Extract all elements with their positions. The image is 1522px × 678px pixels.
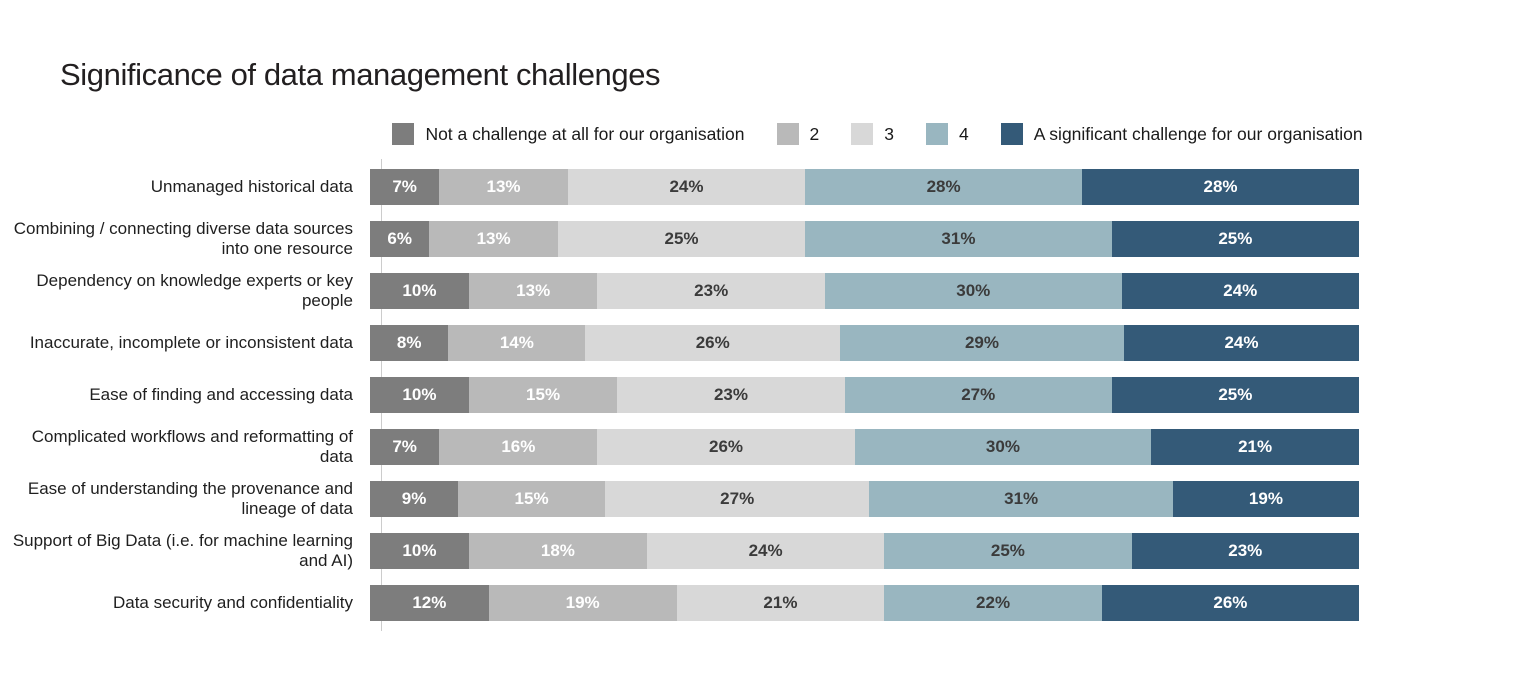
bar-segment: 18% <box>468 533 647 569</box>
row-label: Inaccurate, incomplete or inconsistent d… <box>29 332 353 352</box>
chart-row: Data security and confidentiality 12% 19% 2… <box>0 585 1372 621</box>
legend-item: 2 <box>776 123 820 145</box>
bar-segment: 23% <box>597 273 825 309</box>
chart-rows: Unmanaged historical data 7% 13% 24% 28% 28% C… <box>0 169 1372 637</box>
bar-segment: 25% <box>1111 221 1359 257</box>
legend-label: A significant challenge for our organisa… <box>1033 123 1363 144</box>
bar-segment: 26% <box>597 429 855 465</box>
bar-segment: 13% <box>468 273 598 309</box>
chart-legend: Not a challenge at all for our organisat… <box>383 123 1372 145</box>
bar-segment: 12% <box>370 585 489 621</box>
chart-row: Unmanaged historical data 7% 13% 24% 28% 28% <box>0 169 1372 205</box>
bar-track: 10% 13% 23% 30% 24% <box>370 273 1359 309</box>
bar-segment: 31% <box>805 221 1112 257</box>
row-label: Complicated workflows and reformatting o… <box>31 426 353 466</box>
chart-row: Support of Big Data (i.e. for machine le… <box>0 530 1372 570</box>
bar-track: 10% 18% 24% 25% 23% <box>370 533 1359 569</box>
row-label: Ease of understanding the provenance and… <box>27 478 353 518</box>
legend-swatch <box>851 123 874 145</box>
bar-track: 8% 14% 26% 29% 24% <box>370 325 1359 361</box>
bar-segment: 13% <box>439 169 568 205</box>
bar-segment: 28% <box>805 169 1083 205</box>
row-label: Unmanaged historical data <box>150 176 353 196</box>
bar-segment: 26% <box>1101 585 1359 621</box>
bar-segment: 27% <box>844 377 1112 413</box>
bar-segment: 9% <box>370 481 459 517</box>
legend-item: Not a challenge at all for our organisat… <box>392 123 745 145</box>
bar-segment: 16% <box>439 429 598 465</box>
bar-segment: 28% <box>1082 169 1359 205</box>
bar-segment: 24% <box>567 169 806 205</box>
chart-row: Dependency on knowledge experts or key p… <box>0 270 1372 310</box>
bar-track: 12% 19% 21% 22% 26% <box>370 585 1359 621</box>
legend-label: 2 <box>809 123 820 144</box>
chart-title: Significance of data management challeng… <box>60 57 661 92</box>
bar-segment: 23% <box>1131 533 1359 569</box>
row-label: Support of Big Data (i.e. for machine le… <box>12 530 353 570</box>
bar-segment: 10% <box>370 533 469 569</box>
bar-segment: 22% <box>884 585 1102 621</box>
bar-track: 7% 13% 24% 28% 28% <box>370 169 1359 205</box>
bar-segment: 24% <box>646 533 885 569</box>
row-label: Combining / connecting diverse data sour… <box>13 218 353 258</box>
bar-segment: 15% <box>468 377 618 413</box>
bar-track: 10% 15% 23% 27% 25% <box>370 377 1359 413</box>
bar-track: 6% 13% 25% 31% 25% <box>370 221 1359 257</box>
legend-label: 3 <box>884 123 894 144</box>
bar-segment: 25% <box>1111 377 1359 413</box>
bar-track: 7% 16% 26% 30% 21% <box>370 429 1359 465</box>
bar-segment: 10% <box>370 273 469 309</box>
bar-segment: 10% <box>370 377 469 413</box>
bar-segment: 30% <box>854 429 1152 465</box>
chart-row: Inaccurate, incomplete or inconsistent d… <box>0 325 1372 361</box>
legend-swatch <box>1000 123 1023 145</box>
legend-label: 4 <box>959 123 969 144</box>
legend-item: A significant challenge for our organisa… <box>1000 123 1363 145</box>
legend-item: 3 <box>851 123 894 145</box>
bar-segment: 19% <box>488 585 677 621</box>
bar-segment: 26% <box>585 325 840 361</box>
bar-segment: 6% <box>370 221 430 257</box>
bar-segment: 15% <box>458 481 605 517</box>
row-label: Data security and confidentiality <box>112 592 353 612</box>
legend-label: Not a challenge at all for our organisat… <box>425 123 745 144</box>
bar-segment: 19% <box>1172 481 1359 517</box>
bar-segment: 7% <box>370 169 440 205</box>
chart-row: Ease of finding and accessing data 10% 15%… <box>0 377 1372 413</box>
bar-segment: 14% <box>448 325 586 361</box>
bar-segment: 29% <box>840 325 1124 361</box>
legend-swatch <box>926 123 948 145</box>
legend-swatch <box>392 123 415 145</box>
bar-segment: 21% <box>1151 429 1359 465</box>
chart-row: Ease of understanding the provenance and… <box>0 478 1372 518</box>
bar-segment: 7% <box>370 429 440 465</box>
bar-segment: 31% <box>869 481 1173 517</box>
bar-segment: 25% <box>884 533 1132 569</box>
chart-row: Complicated workflows and reformatting o… <box>0 426 1372 466</box>
bar-segment: 24% <box>1123 325 1359 361</box>
bar-segment: 30% <box>824 273 1122 309</box>
legend-item: 4 <box>926 123 969 145</box>
legend-swatch <box>776 123 799 145</box>
bar-segment: 25% <box>557 221 806 257</box>
row-label: Ease of finding and accessing data <box>89 384 353 404</box>
row-label: Dependency on knowledge experts or key p… <box>36 270 353 310</box>
bar-segment: 8% <box>370 325 449 361</box>
bar-segment: 24% <box>1121 273 1359 309</box>
bar-segment: 21% <box>676 585 885 621</box>
bar-track: 9% 15% 27% 31% 19% <box>370 481 1359 517</box>
bar-segment: 13% <box>429 221 558 257</box>
bar-segment: 23% <box>617 377 845 413</box>
chart-row: Combining / connecting diverse data sour… <box>0 218 1372 258</box>
bar-segment: 27% <box>605 481 870 517</box>
